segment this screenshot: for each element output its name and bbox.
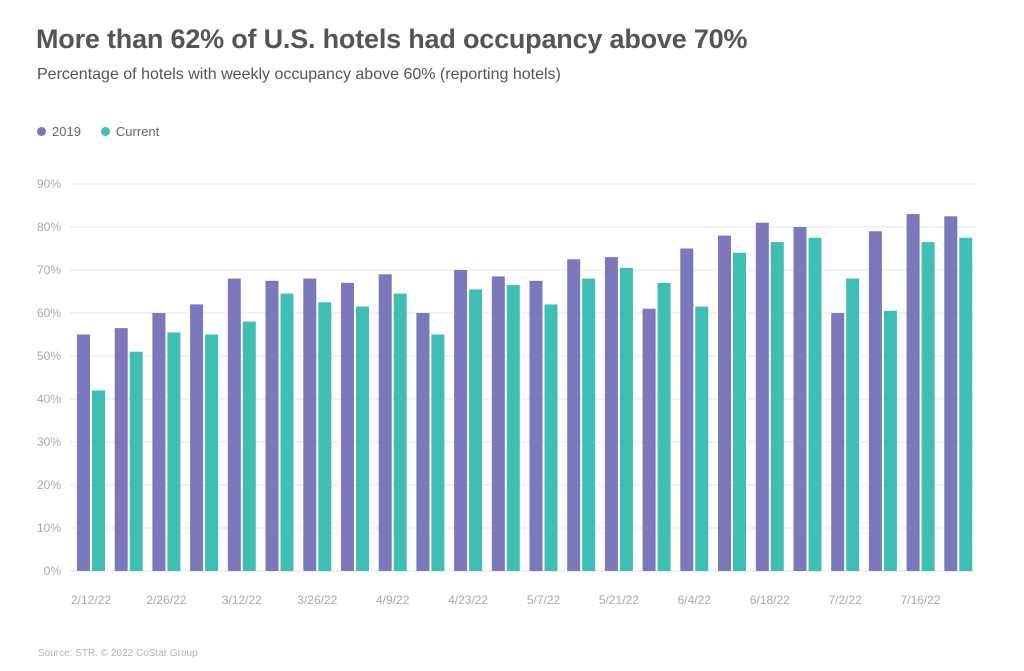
bar-current — [205, 334, 219, 571]
bar-2019 — [718, 235, 731, 571]
bar-2019 — [567, 259, 581, 572]
bar-current — [92, 390, 105, 571]
bar-current — [129, 351, 143, 571]
bar-current — [167, 332, 181, 571]
y-tick-label: 50% — [37, 349, 61, 363]
bar-current — [431, 334, 445, 571]
bar-current — [695, 306, 709, 571]
legend-label-2019: 2019 — [52, 124, 81, 139]
legend-item-current: Current — [100, 124, 160, 139]
bar-2019 — [604, 257, 618, 571]
y-tick-label: 40% — [37, 392, 61, 406]
bar-2019 — [906, 214, 920, 571]
bar-2019 — [944, 216, 958, 572]
y-tick-label: 70% — [37, 263, 61, 277]
x-tick-label: 3/12/22 — [222, 593, 262, 607]
bar-current — [619, 267, 633, 571]
source-note: Source: STR. © 2022 CoStar Group — [38, 648, 198, 659]
bar-current — [582, 278, 596, 571]
y-tick-label: 30% — [37, 435, 61, 449]
chart-title: More than 62% of U.S. hotels had occupan… — [36, 24, 748, 54]
x-tick-label: 7/16/22 — [901, 593, 941, 607]
y-tick-label: 0% — [44, 564, 62, 578]
y-tick-label: 80% — [37, 220, 61, 234]
bar-current — [469, 289, 483, 571]
x-tick-label: 2/12/22 — [71, 593, 111, 607]
bar-current — [846, 278, 860, 571]
bar-2019 — [378, 274, 392, 571]
x-tick-label: 5/21/22 — [599, 593, 639, 607]
bar-current — [808, 237, 822, 572]
bar-2019 — [416, 313, 430, 571]
x-tick-label: 2/26/22 — [146, 593, 186, 607]
bar-2019 — [77, 334, 90, 571]
bar-current — [280, 293, 294, 571]
bar-current — [318, 302, 332, 572]
x-tick-label: 7/2/22 — [829, 593, 863, 607]
bar-2019 — [152, 313, 166, 571]
bar-current — [242, 321, 256, 571]
y-tick-label: 20% — [37, 478, 61, 492]
bar-current — [959, 237, 973, 572]
bar-current — [356, 306, 369, 571]
x-axis-tick-labels: 2/12/22 2/26/22 3/12/22 3/26/22 4/9/22 4/23/2… — [71, 593, 941, 607]
bars — [77, 214, 973, 572]
bar-2019 — [341, 282, 354, 571]
legend-item-2019: 2019 — [37, 124, 81, 139]
bar-current — [506, 285, 520, 571]
bar-2019 — [454, 270, 468, 571]
legend-swatch-current — [100, 127, 110, 136]
bar-2019 — [529, 280, 543, 572]
bar-current — [393, 293, 407, 571]
y-axis-tick-labels: 0% 10% 20% 30% 40% 50% 60% 70% 80% 90% — [37, 177, 61, 578]
bar-current — [544, 304, 558, 571]
bar-2019 — [114, 328, 128, 571]
bar-2019 — [831, 313, 845, 571]
bar-current — [657, 282, 671, 571]
bar-2019 — [227, 278, 241, 571]
bar-2019 — [642, 308, 656, 571]
x-tick-label: 6/4/22 — [678, 593, 712, 607]
y-tick-label: 90% — [37, 177, 61, 191]
gridlines — [70, 183, 975, 572]
bar-2019 — [680, 248, 694, 571]
bar-2019 — [868, 231, 882, 572]
y-tick-label: 10% — [37, 521, 61, 535]
bar-2019 — [190, 304, 204, 571]
bar-2019 — [793, 227, 807, 571]
bar-current — [733, 252, 746, 572]
x-tick-label: 4/9/22 — [376, 593, 410, 607]
x-tick-label: 3/26/22 — [297, 593, 337, 607]
legend-swatch-2019 — [37, 127, 46, 136]
x-tick-label: 4/23/22 — [448, 593, 488, 607]
bar-current — [770, 242, 784, 571]
bar-2019 — [265, 280, 279, 572]
legend: 2019 Current — [37, 124, 179, 139]
bar-2019 — [491, 276, 505, 571]
y-tick-label: 60% — [37, 306, 61, 320]
bar-2019 — [303, 278, 317, 571]
bar-current — [921, 242, 935, 571]
bar-2019 — [755, 222, 769, 571]
x-tick-label: 5/7/22 — [527, 593, 561, 607]
legend-label-current: Current — [115, 124, 160, 139]
chart-subtitle: Percentage of hotels with weekly occupan… — [37, 66, 561, 83]
x-tick-label: 6/18/22 — [750, 593, 790, 607]
bar-current — [883, 310, 897, 571]
